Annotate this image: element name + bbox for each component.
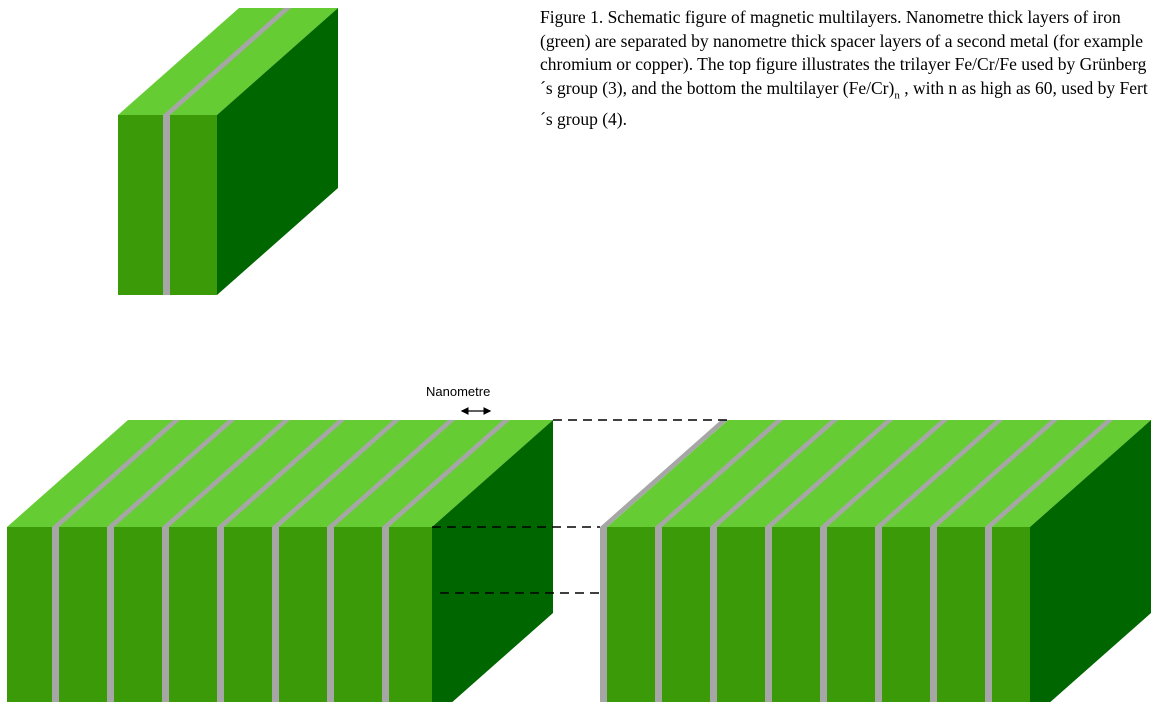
- spacer-layer-top: [765, 420, 893, 527]
- spacer-layer: [107, 527, 114, 702]
- scale-label: Nanometre: [426, 384, 490, 399]
- spacer-layer-top: [327, 420, 455, 527]
- spacer-layer-top: [655, 420, 783, 527]
- spacer-layer: [710, 527, 717, 702]
- spacer-layer: [52, 527, 59, 702]
- spacer-layer: [600, 527, 607, 702]
- side-face: [432, 420, 553, 702]
- spacer-layer-top: [930, 420, 1058, 527]
- front-face: [607, 527, 1030, 702]
- spacer-layer: [820, 527, 827, 702]
- blocks: [7, 8, 1151, 702]
- spacer-layer-top: [162, 420, 290, 527]
- side-face: [217, 8, 338, 295]
- spacer-layer-top: [600, 420, 728, 527]
- spacer-layer: [382, 527, 389, 702]
- spacer-layer: [272, 527, 279, 702]
- spacer-layer: [765, 527, 772, 702]
- caption: Figure 1. Schematic figure of magnetic m…: [540, 6, 1151, 131]
- spacer-layer-top: [163, 8, 291, 115]
- spacer-layer: [875, 527, 882, 702]
- spacer-layer: [930, 527, 937, 702]
- side-face: [1030, 420, 1151, 702]
- spacer-layer-top: [710, 420, 838, 527]
- caption-subscript: n: [894, 89, 900, 102]
- spacer-layer-top: [217, 420, 345, 527]
- spacer-layer-top: [272, 420, 400, 527]
- spacer-layer-top: [985, 420, 1113, 527]
- caption-text: , with n as high as 60, used by Fert´s g…: [540, 77, 1148, 129]
- spacer-layer: [162, 527, 169, 702]
- spacer-layer: [163, 115, 170, 295]
- spacer-layer-top: [52, 420, 180, 527]
- spacer-layer-top: [382, 420, 510, 527]
- spacer-layer: [985, 527, 992, 702]
- spacer-layer: [217, 527, 224, 702]
- spacer-layer-top: [820, 420, 948, 527]
- spacer-layer: [655, 527, 662, 702]
- spacer-layer-top: [875, 420, 1003, 527]
- caption-text: Figure 1. Schematic figure of magnetic m…: [540, 7, 1147, 98]
- spacer-layer: [327, 527, 334, 702]
- spacer-layer-top: [107, 420, 235, 527]
